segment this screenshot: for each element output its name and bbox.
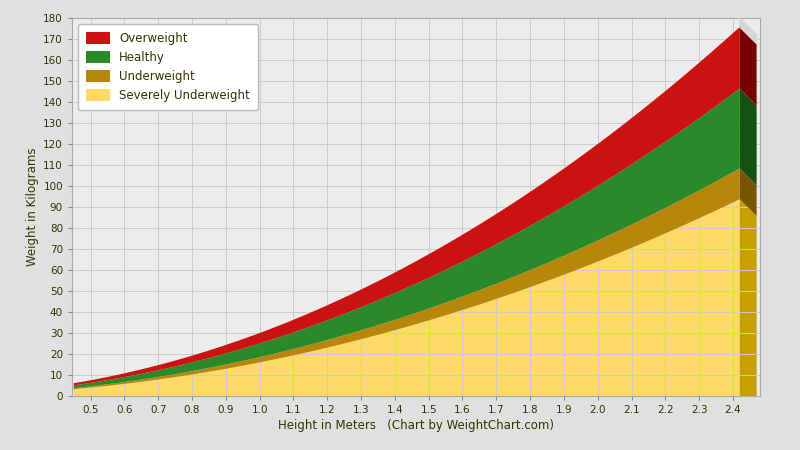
Polygon shape [740, 89, 757, 185]
Polygon shape [740, 199, 757, 413]
Polygon shape [740, 168, 757, 216]
Polygon shape [740, 27, 757, 105]
Polygon shape [74, 89, 740, 388]
Polygon shape [74, 199, 740, 396]
Y-axis label: Weight in Kilograms: Weight in Kilograms [26, 148, 39, 266]
Polygon shape [74, 27, 740, 385]
Polygon shape [740, 18, 757, 44]
Polygon shape [74, 168, 740, 389]
X-axis label: Height in Meters   (Chart by WeightChart.com): Height in Meters (Chart by WeightChart.c… [278, 419, 554, 432]
Legend: Overweight, Healthy, Underweight, Severely Underweight: Overweight, Healthy, Underweight, Severe… [78, 24, 258, 110]
